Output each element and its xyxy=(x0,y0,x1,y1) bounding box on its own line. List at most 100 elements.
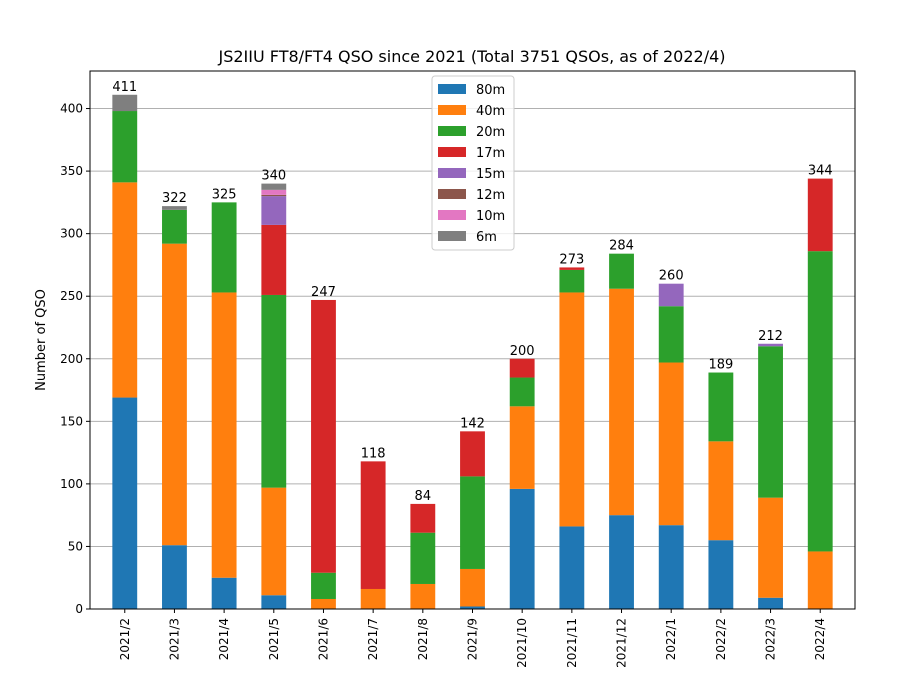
total-label: 273 xyxy=(559,252,584,267)
bar-segment-15m xyxy=(758,343,783,347)
bar-segment-15m xyxy=(658,283,684,307)
total-label: 247 xyxy=(311,285,336,300)
bar-segment-17m xyxy=(311,299,336,573)
bar-segment-20m xyxy=(410,532,436,584)
bar-segment-80m xyxy=(162,545,187,609)
x-tick-label: 2022/1 xyxy=(664,618,678,660)
x-tick-label: 2021/9 xyxy=(466,618,480,660)
total-label: 84 xyxy=(415,489,432,504)
legend-label: 10m xyxy=(476,209,505,224)
bar-segment-40m xyxy=(360,588,386,609)
bar-segment-80m xyxy=(658,525,684,609)
bar-segment-17m xyxy=(360,461,386,589)
bar-segment-6m xyxy=(112,94,138,112)
legend-swatch-10m xyxy=(438,210,466,220)
x-tick-label: 2021/6 xyxy=(316,618,330,660)
total-label: 118 xyxy=(361,446,386,461)
bar-segment-40m xyxy=(410,583,436,609)
bar-segment-80m xyxy=(708,540,734,609)
x-tick-label: 2021/11 xyxy=(565,618,579,668)
bar-segment-17m xyxy=(559,267,585,270)
legend-label: 12m xyxy=(476,188,505,203)
bar-segment-40m xyxy=(708,441,734,541)
bar-segment-80m xyxy=(559,526,585,609)
y-axis-label: Number of QSO xyxy=(34,289,49,391)
x-tick-label: 2021/10 xyxy=(515,618,529,668)
total-label: 212 xyxy=(758,329,783,344)
bar-segment-15m xyxy=(261,196,287,225)
y-tick-label: 300 xyxy=(60,227,83,241)
total-label: 142 xyxy=(460,416,485,431)
total-label: 340 xyxy=(261,169,286,184)
total-label: 260 xyxy=(659,269,684,284)
bar-segment-17m xyxy=(261,224,287,295)
bars xyxy=(112,94,833,609)
bar-segment-20m xyxy=(658,306,684,363)
y-tick-label: 100 xyxy=(60,477,83,491)
x-tick-label: 2021/8 xyxy=(416,618,430,660)
total-label: 325 xyxy=(212,187,237,202)
y-tick-label: 0 xyxy=(75,602,83,616)
bar-segment-17m xyxy=(807,178,833,252)
legend-swatch-80m xyxy=(438,84,466,94)
bar-segment-20m xyxy=(112,111,138,183)
bar-segment-40m xyxy=(658,362,684,526)
legend-box xyxy=(431,75,515,251)
x-axis: 2021/2 2021/3 2021/4 2021/5 2021/6 2021/7 2021… xyxy=(118,609,827,668)
legend-swatch-40m xyxy=(438,105,466,115)
bar-segment-40m xyxy=(162,243,187,546)
bar-segment-80m xyxy=(609,515,634,609)
y-tick-label: 250 xyxy=(60,289,83,303)
legend-label: 20m xyxy=(476,125,505,140)
x-tick-label: 2021/3 xyxy=(167,618,181,660)
bar-segment-20m xyxy=(211,202,237,293)
bar-segment-20m xyxy=(162,209,187,244)
legend-swatch-20m xyxy=(438,126,466,136)
bar-segment-40m xyxy=(211,292,237,578)
bar-segment-80m xyxy=(460,606,485,609)
bar-segment-40m xyxy=(261,487,287,596)
x-tick-label: 2021/4 xyxy=(217,618,231,660)
legend-label: 6m xyxy=(476,230,497,245)
total-label: 189 xyxy=(708,358,733,373)
y-tick-label: 350 xyxy=(60,164,83,178)
bar-segment-10m xyxy=(261,189,287,195)
legend-label: 80m xyxy=(476,83,505,98)
bar-segment-40m xyxy=(807,551,833,609)
bar-segment-80m xyxy=(758,597,783,609)
legend-swatch-6m xyxy=(438,231,466,241)
bar-segment-17m xyxy=(410,503,436,533)
legend-label: 15m xyxy=(476,167,505,182)
total-label: 200 xyxy=(510,344,535,359)
bar-segment-40m xyxy=(112,182,138,398)
bar-segment-17m xyxy=(460,431,485,477)
bar-segment-17m xyxy=(509,358,535,378)
bar-segment-20m xyxy=(758,346,783,498)
legend-swatch-12m xyxy=(438,189,466,199)
total-label: 344 xyxy=(808,164,833,179)
y-tick-label: 50 xyxy=(68,539,83,553)
bar-segment-20m xyxy=(460,476,485,569)
y-tick-label: 150 xyxy=(60,414,83,428)
chart-title: JS2IIU FT8/FT4 QSO since 2021 (Total 375… xyxy=(217,47,725,66)
legend-swatch-15m xyxy=(438,168,466,178)
bar-segment-20m xyxy=(261,294,287,488)
x-tick-label: 2021/5 xyxy=(267,618,281,660)
bar-segment-40m xyxy=(559,292,585,527)
bar-segment-40m xyxy=(509,406,535,489)
bar-segment-20m xyxy=(609,253,634,289)
total-label: 322 xyxy=(162,191,187,206)
bar-segment-40m xyxy=(311,598,336,609)
bar-segment-20m xyxy=(311,572,336,599)
y-axis: 0 50 100 150 200 250 300 350 400 xyxy=(60,102,90,616)
x-tick-label: 2022/2 xyxy=(714,618,728,660)
legend-swatch-17m xyxy=(438,147,466,157)
bar-segment-12m xyxy=(261,194,287,197)
y-tick-label: 200 xyxy=(60,352,83,366)
bar-segment-20m xyxy=(559,269,585,293)
legend: 80m 40m 20m 17m 15m 12m 10m 6m xyxy=(431,75,515,251)
bar-segment-6m xyxy=(261,183,287,190)
legend-label: 17m xyxy=(476,146,505,161)
total-labels: 411 322 325 340 247 118 84 142 200 273 284 260 189 21… xyxy=(112,80,832,504)
bar-segment-20m xyxy=(807,251,833,552)
